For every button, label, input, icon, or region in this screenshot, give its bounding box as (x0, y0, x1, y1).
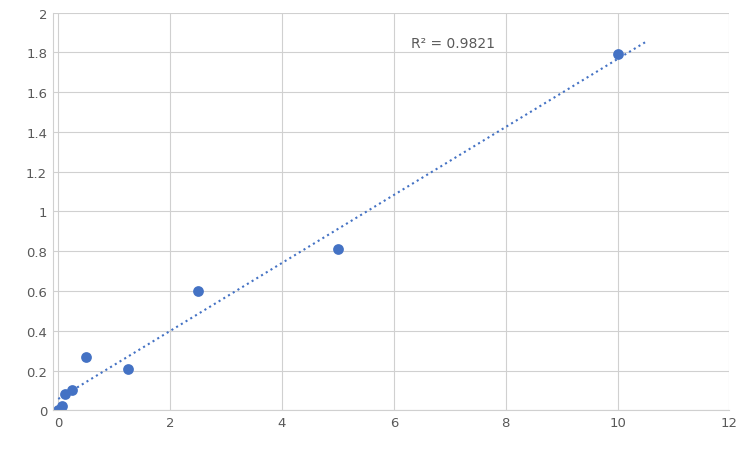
Point (52, 407, 64, 414)
Point (611, 51, 623, 59)
Text: R² = 0.9821: R² = 0.9821 (411, 37, 495, 51)
Point (332, 246, 344, 253)
Point (192, 288, 204, 295)
Point (59, 391, 71, 398)
Point (56, 403, 68, 410)
Point (122, 365, 134, 373)
Point (80, 353, 92, 360)
Point (66, 387, 78, 394)
